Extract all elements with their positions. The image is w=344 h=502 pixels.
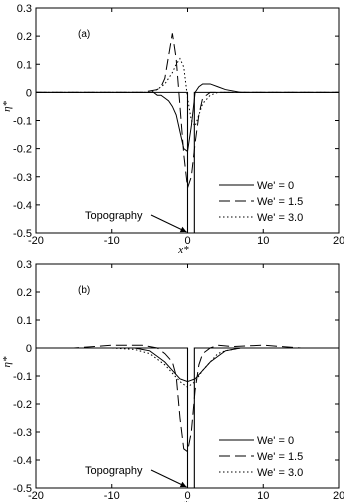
x-tick-label: 20 [333,490,344,502]
y-tick-label: -0.4 [13,200,32,212]
topography-annotation: Topography [85,210,143,222]
x-tick-label: -20 [28,235,44,247]
annotation-arrow-head [179,481,187,488]
y-tick-label: 0 [26,87,32,99]
annotation-arrow-head [179,226,187,233]
y-tick-label: -0.5 [13,483,32,495]
y-tick-label: -0.2 [13,399,32,411]
annotation-arrow-line [150,214,187,233]
topography-line [36,347,339,488]
legend-entry: We' = 3.0 [257,212,303,224]
y-axis-label: η* [1,356,13,367]
y-tick-label: -0.3 [13,427,32,439]
legend-entry: We' = 3.0 [257,467,303,479]
y-tick-label: 0.2 [17,287,32,299]
series-line-solid [36,347,339,383]
panel-label: (a) [78,29,90,40]
y-tick-label: -0.4 [13,455,32,467]
x-axis-label: x* [177,244,189,256]
x-tick-label: 0 [184,235,190,247]
y-tick-label: 0 [26,343,32,355]
series-line-dotted [36,347,339,388]
series-line-dashed [36,33,339,189]
series-line-dotted [36,57,339,128]
legend-entry: We' = 0 [257,180,294,192]
x-tick-label: 10 [257,235,269,247]
y-tick-label: 0.1 [17,315,32,327]
y-tick-label: -0.1 [13,116,32,128]
y-tick-label: 0.1 [17,59,32,71]
x-tick-label: -10 [104,490,120,502]
topography-line [36,91,339,233]
panel-label: (b) [78,285,90,296]
x-tick-label: -20 [28,490,44,502]
y-tick-label: -0.3 [13,172,32,184]
x-tick-label: 20 [333,235,344,247]
plot-area [36,33,339,233]
x-tick-label: 10 [257,490,269,502]
topography-annotation: Topography [85,465,143,477]
plot-area [36,344,339,488]
legend-entry: We' = 1.5 [257,451,303,463]
series-line-dashed [36,344,339,453]
y-tick-label: 0.3 [17,3,32,15]
y-tick-label: 0.2 [17,31,32,43]
y-tick-label: 0.3 [17,259,32,271]
annotation-arrow-line [150,469,187,488]
x-axis-label: x* [177,499,189,502]
chart-panel-b: -20 -10 0 10 20 0.3 0.2 0.1 0 -0.1 -0.2 -0.3 -0.4 -0.… [1,259,344,502]
y-tick-label: -0.2 [13,144,32,156]
chart-panel-a: -20 -10 0 10 20 0.3 0.2 0.1 0 -0.1 -0.2 -0.3 -0.4 -0.… [1,3,344,256]
y-tick-label: -0.1 [13,371,32,383]
y-axis-label: η* [1,100,13,111]
y-tick-label: -0.5 [13,228,32,240]
x-tick-label: 0 [184,490,190,502]
legend-entry: We' = 0 [257,435,294,447]
legend-entry: We' = 1.5 [257,196,303,208]
x-tick-label: -10 [104,235,120,247]
